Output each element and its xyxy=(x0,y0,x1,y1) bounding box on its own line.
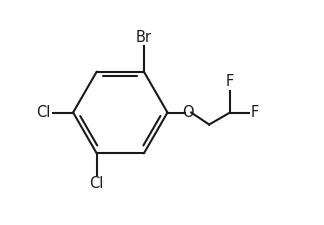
Text: Cl: Cl xyxy=(89,176,104,191)
Text: F: F xyxy=(226,74,234,90)
Text: O: O xyxy=(182,105,194,120)
Text: F: F xyxy=(250,105,259,120)
Text: Br: Br xyxy=(136,30,152,45)
Text: Cl: Cl xyxy=(36,105,51,120)
